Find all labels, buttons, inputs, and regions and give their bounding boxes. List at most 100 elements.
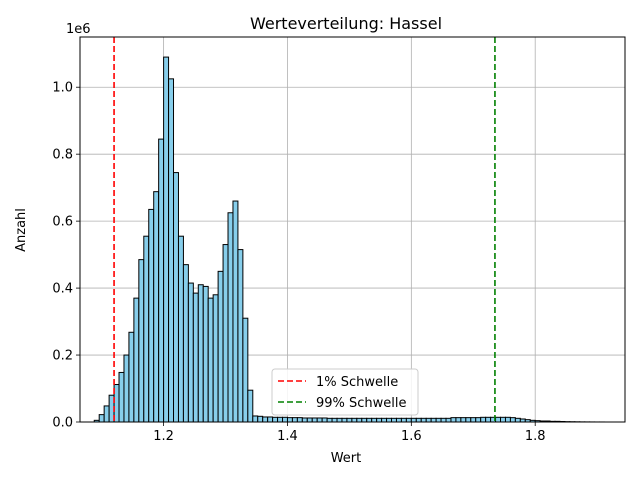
- legend-box: [271, 368, 419, 416]
- histogram-bar: [267, 416, 274, 423]
- histogram-bar: [257, 415, 264, 423]
- histogram-bar: [500, 416, 506, 423]
- histogram-bar: [291, 417, 298, 423]
- histogram-bar: [118, 371, 125, 423]
- histogram-bar: [470, 417, 477, 423]
- histogram-bar: [430, 417, 437, 423]
- histogram-bar: [371, 417, 378, 423]
- histogram-bar: [177, 235, 184, 423]
- plot-frame: [79, 36, 626, 423]
- chart-title: Werteverteilung: Hassel: [250, 14, 442, 33]
- x-tick-label: 1.6: [401, 429, 422, 444]
- histogram-bar: [138, 259, 145, 423]
- histogram-bar: [286, 417, 293, 423]
- histogram-bar: [351, 417, 358, 423]
- histogram-bar: [247, 389, 254, 423]
- y-tick-label: 0.6: [52, 215, 73, 230]
- histogram-bar: [316, 417, 323, 423]
- histogram-bar: [187, 282, 194, 423]
- histogram-bar: [321, 417, 328, 423]
- histogram-bar: [400, 417, 407, 423]
- histogram-bar: [410, 417, 417, 423]
- histogram-bar: [440, 417, 447, 423]
- histogram-bar: [197, 284, 204, 423]
- histogram-bar: [207, 297, 214, 423]
- y-tick-label: 0.4: [52, 282, 73, 297]
- histogram-bar: [133, 297, 140, 423]
- histogram-bar: [272, 416, 279, 423]
- histogram-bar: [242, 317, 249, 423]
- histogram-bar: [480, 416, 487, 423]
- histogram-bar: [98, 414, 105, 423]
- histogram-bar: [356, 417, 363, 423]
- x-axis-label: Wert: [331, 451, 362, 466]
- legend-entry-label: 99% Schwelle: [316, 396, 407, 411]
- histogram-bar: [326, 417, 333, 423]
- histogram-bar: [173, 172, 179, 423]
- histogram-bar: [460, 417, 467, 423]
- histogram-bar: [227, 212, 234, 423]
- histogram-bar: [455, 417, 462, 423]
- histogram-bar: [336, 417, 343, 423]
- threshold-lines: [113, 37, 496, 422]
- histogram-bar: [425, 417, 432, 423]
- histogram-bar: [450, 417, 457, 423]
- histogram-bar: [158, 138, 165, 423]
- histogram-bar: [445, 417, 452, 423]
- histogram-bar: [381, 417, 388, 423]
- histogram-bar: [504, 416, 511, 423]
- histogram-bar: [391, 417, 397, 423]
- histogram-bar: [143, 235, 150, 423]
- histogram-bar: [163, 56, 170, 423]
- y-tick-label: 1.0: [52, 81, 73, 96]
- histogram-bar: [237, 249, 244, 423]
- y-tick-label: 0.8: [52, 148, 73, 163]
- histogram-bar: [192, 292, 199, 423]
- histogram-bar: [366, 417, 373, 423]
- histogram-bar: [311, 417, 318, 423]
- histogram-bar: [277, 416, 284, 423]
- y-offset-text: 1e6: [66, 22, 91, 37]
- histogram-bar: [475, 417, 482, 423]
- histogram-bar: [296, 417, 303, 423]
- histogram-bar: [232, 200, 239, 423]
- histogram-bar: [222, 244, 229, 423]
- histogram-bar: [306, 417, 313, 423]
- histogram-bar: [182, 264, 189, 423]
- legend: 1% Schwelle 99% Schwelle: [271, 368, 419, 416]
- histogram-bar: [514, 417, 521, 423]
- x-tick-label: 1.8: [525, 429, 546, 444]
- histogram-bar: [386, 417, 393, 423]
- legend-entry-label: 1% Schwelle: [316, 375, 398, 390]
- x-axis-ticks: 1.2 1.4 1.6 1.8: [153, 422, 546, 444]
- histogram-bar: [376, 417, 383, 423]
- histogram-bar: [435, 417, 442, 423]
- histogram-bar: [341, 417, 348, 423]
- histogram-bar: [282, 416, 288, 423]
- histogram-bar: [128, 331, 135, 423]
- y-axis-ticks: 0.0 0.2 0.4 0.6 0.8 1.0: [52, 81, 80, 431]
- y-tick-label: 0.2: [52, 349, 73, 364]
- histogram-bar: [202, 285, 209, 423]
- histogram-bar: [262, 416, 269, 423]
- histogram-bar: [361, 417, 368, 423]
- histogram-bar: [252, 415, 259, 423]
- histogram-bar: [509, 417, 516, 423]
- histogram-bar: [123, 354, 130, 423]
- histogram-bar: [415, 417, 422, 423]
- histogram-bar: [465, 417, 472, 423]
- x-tick-label: 1.4: [277, 429, 298, 444]
- histogram-bar: [485, 416, 492, 423]
- histogram-bar: [168, 78, 175, 423]
- histogram-bar: [395, 417, 402, 423]
- y-tick-label: 0.0: [52, 416, 73, 431]
- histogram-bar: [212, 294, 219, 423]
- histogram-bar: [420, 417, 427, 423]
- x-tick-label: 1.2: [153, 429, 174, 444]
- histogram-bar: [153, 191, 160, 423]
- histogram-bar: [331, 417, 338, 423]
- histogram-bar: [405, 417, 412, 423]
- histogram-bar: [148, 208, 155, 423]
- histogram-bar: [301, 417, 308, 423]
